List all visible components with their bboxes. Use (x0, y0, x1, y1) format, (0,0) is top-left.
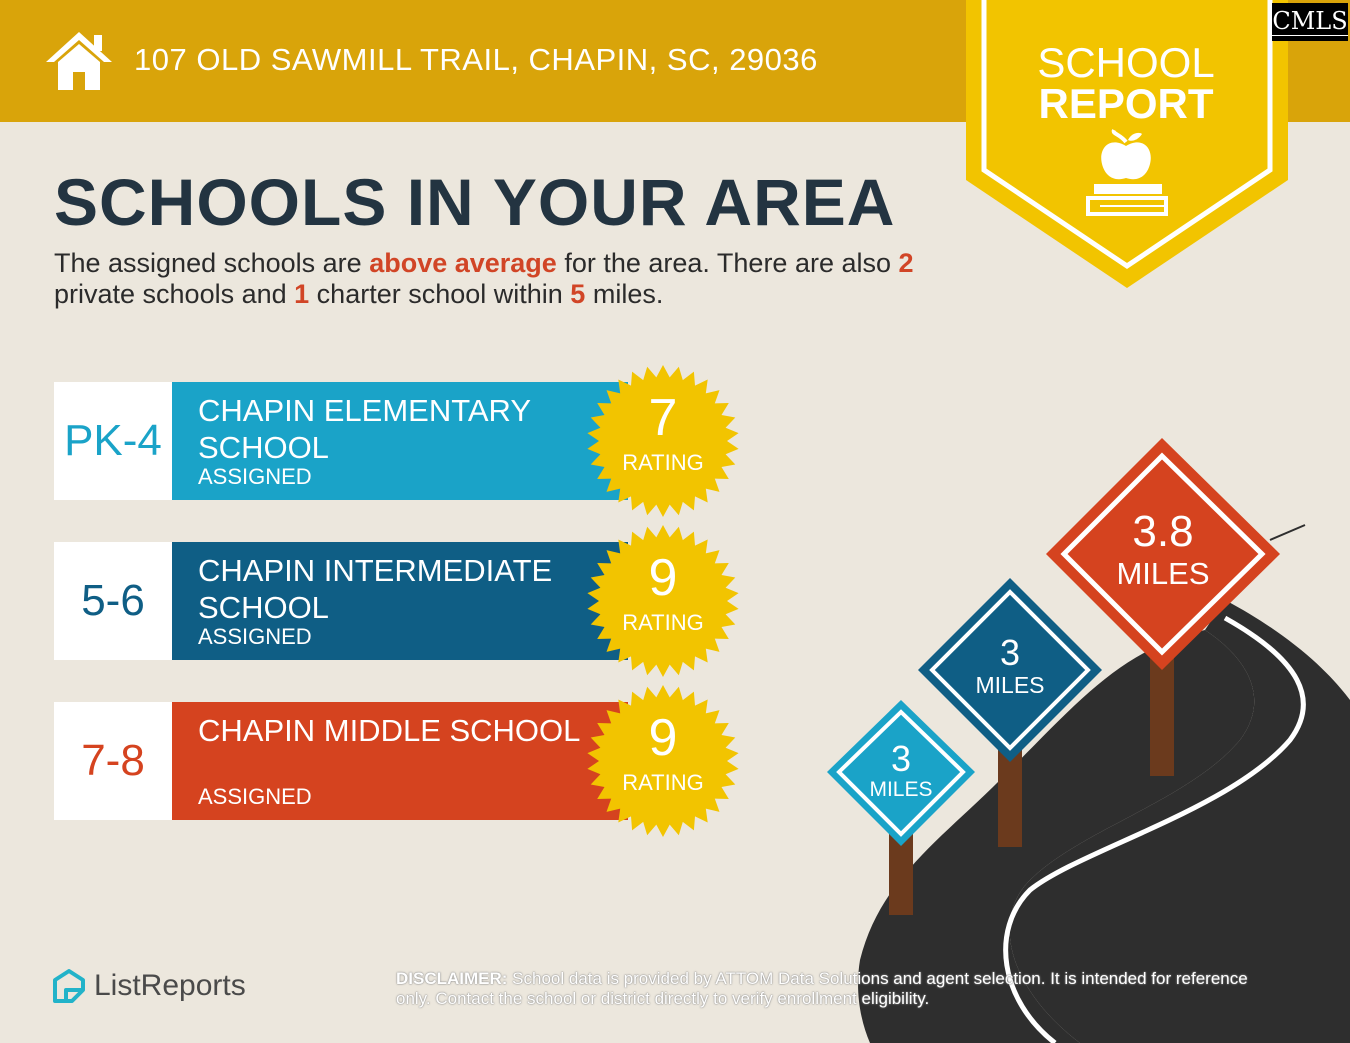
distance-sign-2 (918, 578, 1102, 762)
rating-label: RATING (622, 450, 704, 475)
disclaimer-text: School data is provided by ATTOM Data So… (396, 969, 1248, 1008)
disclaimer: DISCLAIMER: School data is provided by A… (396, 969, 1276, 1009)
school-name-bar: CHAPIN ELEMENTARY SCHOOL ASSIGNED (172, 382, 628, 500)
school-status: ASSIGNED (198, 784, 312, 809)
sign-1-label: 3 MILES (841, 740, 961, 802)
school-card-elementary: PK-4 CHAPIN ELEMENTARY SCHOOL ASSIGNED (54, 382, 628, 500)
grade-range: PK-4 (54, 382, 172, 500)
property-address: 107 OLD SAWMILL TRAIL, CHAPIN, SC, 29036 (134, 42, 818, 77)
school-status: ASSIGNED (198, 464, 312, 489)
sign-distance-unit: MILES (975, 672, 1045, 698)
radius-miles: 5 (570, 279, 586, 309)
sign-distance-value: 3 (999, 632, 1021, 673)
grade-range: 5-6 (54, 542, 172, 660)
school-report-badge (966, 0, 1288, 288)
sign-distance-value: 3 (890, 738, 912, 779)
seal-starburst (587, 525, 739, 677)
road-far-line (1269, 524, 1306, 541)
badge-title-line2: REPORT (1038, 80, 1214, 127)
sign-3-label: 3.8 MILES (1092, 508, 1234, 592)
summary-text: The assigned schools are above average f… (54, 248, 914, 309)
school-name-bar: CHAPIN MIDDLE SCHOOL ASSIGNED (172, 702, 628, 820)
rating-value: 9 (648, 709, 678, 767)
road-surface (1009, 600, 1350, 1043)
distance-sign-1 (827, 700, 975, 846)
cmls-logo: CMLS (1272, 3, 1348, 41)
seal-starburst (587, 365, 739, 517)
rating-seal-elementary: 7 RATING (586, 364, 740, 518)
rating-value: 7 (648, 389, 678, 447)
school-status: ASSIGNED (198, 624, 312, 649)
rating-seal-icon (587, 685, 739, 837)
private-school-count: 2 (898, 248, 914, 278)
sign-distance-value: 3.8 (1132, 507, 1194, 556)
rating-seal-icon (587, 365, 739, 517)
school-name-bar: CHAPIN INTERMEDIATE SCHOOL ASSIGNED (172, 542, 628, 660)
listreports-logo: ListReports (52, 966, 246, 1006)
rating-seal-middle: 9 RATING (586, 684, 740, 838)
listreports-logo-icon (53, 969, 85, 1003)
summary-highlight: above average (369, 248, 557, 278)
school-name: CHAPIN INTERMEDIATE SCHOOL (198, 553, 553, 625)
charter-school-count: 1 (294, 279, 310, 309)
sign-distance-unit: MILES (869, 778, 933, 801)
rating-label: RATING (622, 770, 704, 795)
seal-starburst (587, 685, 739, 837)
road-center-line (1003, 615, 1306, 1043)
listreports-logo-text: ListReports (94, 969, 246, 1002)
school-card-middle: 7-8 CHAPIN MIDDLE SCHOOL ASSIGNED (54, 702, 628, 820)
school-card-intermediate: 5-6 CHAPIN INTERMEDIATE SCHOOL ASSIGNED (54, 542, 628, 660)
rating-seal-icon (587, 525, 739, 677)
school-name: CHAPIN MIDDLE SCHOOL (198, 713, 581, 748)
page-title: SCHOOLS IN YOUR AREA (54, 165, 896, 239)
school-name: CHAPIN ELEMENTARY SCHOOL (198, 393, 531, 465)
grade-range: 7-8 (54, 702, 172, 820)
house-icon (46, 32, 112, 90)
sign-2-label: 3 MILES (945, 634, 1075, 699)
rating-seal-intermediate: 9 RATING (586, 524, 740, 678)
badge-title-line1: SCHOOL (1037, 39, 1215, 86)
rating-label: RATING (622, 610, 704, 635)
sign-distance-unit: MILES (1116, 556, 1210, 591)
badge-title: SCHOOL REPORT (966, 39, 1286, 127)
rating-value: 9 (648, 549, 678, 607)
distance-sign-3 (1046, 438, 1280, 670)
disclaimer-label: DISCLAIMER: (396, 969, 508, 988)
apple-books-icon (1086, 129, 1168, 216)
